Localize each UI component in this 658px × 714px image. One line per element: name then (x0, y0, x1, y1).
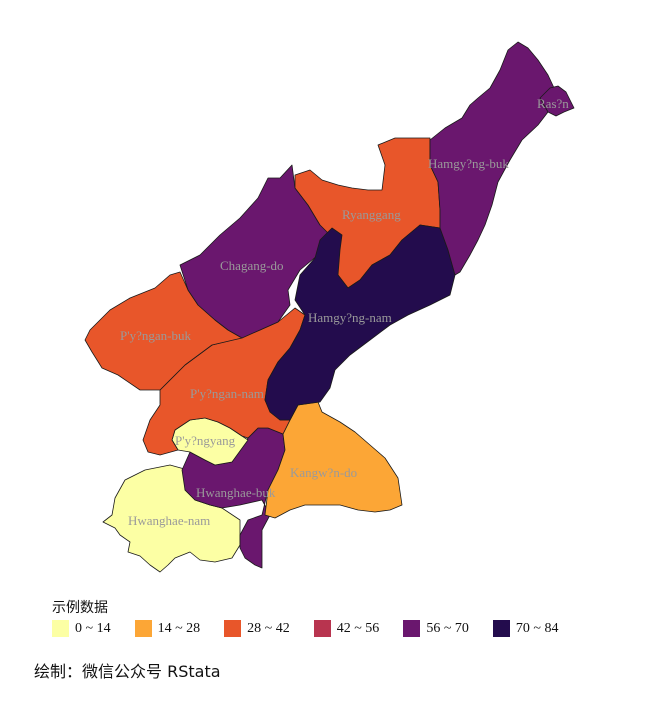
label-ryanggang: Ryanggang (342, 207, 401, 222)
legend-swatch (313, 620, 331, 637)
legend-item: 70 ~ 84 (492, 620, 559, 637)
label-pyongyang: P'y?ngyang (175, 433, 236, 448)
legend-swatch (134, 620, 152, 637)
label-pyongan-nam: P'y?ngan-nam (190, 386, 264, 401)
label-hamgyong-nam: Hamgy?ng-nam (308, 310, 392, 325)
legend-label: 0 ~ 14 (75, 620, 111, 636)
legend-label: 42 ~ 56 (336, 620, 380, 636)
province-hamgyong-buk[interactable] (429, 41, 561, 276)
province-hwanghae-nam[interactable] (102, 464, 241, 573)
legend-item: 14 ~ 28 (134, 620, 201, 637)
caption: 绘制：微信公众号 RStata (34, 662, 221, 681)
label-chagang-do: Chagang-do (220, 258, 284, 273)
legend-swatch (52, 620, 69, 637)
province-pyongan-nam[interactable] (142, 307, 306, 456)
province-kangwon-do[interactable] (264, 401, 403, 519)
legend-item: 42 ~ 56 (313, 620, 380, 637)
label-hamgyong-buk: Hamgy?ng-buk (428, 156, 509, 171)
legend-label: 28 ~ 42 (247, 620, 290, 636)
legend-item: 28 ~ 42 (224, 620, 290, 637)
legend-label: 14 ~ 28 (157, 620, 201, 636)
legend-item: 56 ~ 70 (403, 620, 469, 637)
legend-item: 0 ~ 14 (52, 620, 111, 637)
label-hwanghae-buk: Hwanghae-buk (196, 485, 276, 500)
map-canvas: Ras?n Hamgy?ng-buk Ryanggang Chagang-do … (84, 41, 575, 573)
legend-swatch (403, 620, 421, 637)
label-pyongan-buk: P'y?ngan-buk (120, 328, 191, 343)
province-rason[interactable] (539, 85, 575, 117)
label-rason: Ras?n (537, 96, 569, 111)
legend-swatch (492, 620, 510, 637)
legend-label: 70 ~ 84 (515, 620, 559, 636)
legend: 0 ~ 14 14 ~ 28 28 ~ 42 42 ~ 56 56 ~ 70 7… (52, 620, 582, 637)
legend-title: 示例数据 (52, 600, 108, 616)
legend-label: 56 ~ 70 (426, 620, 469, 636)
province-hamgyong-nam[interactable] (264, 224, 456, 421)
legend-swatch (224, 620, 242, 637)
label-kangwon-do: Kangw?n-do (290, 465, 357, 480)
label-hwanghae-nam: Hwanghae-nam (128, 513, 210, 528)
